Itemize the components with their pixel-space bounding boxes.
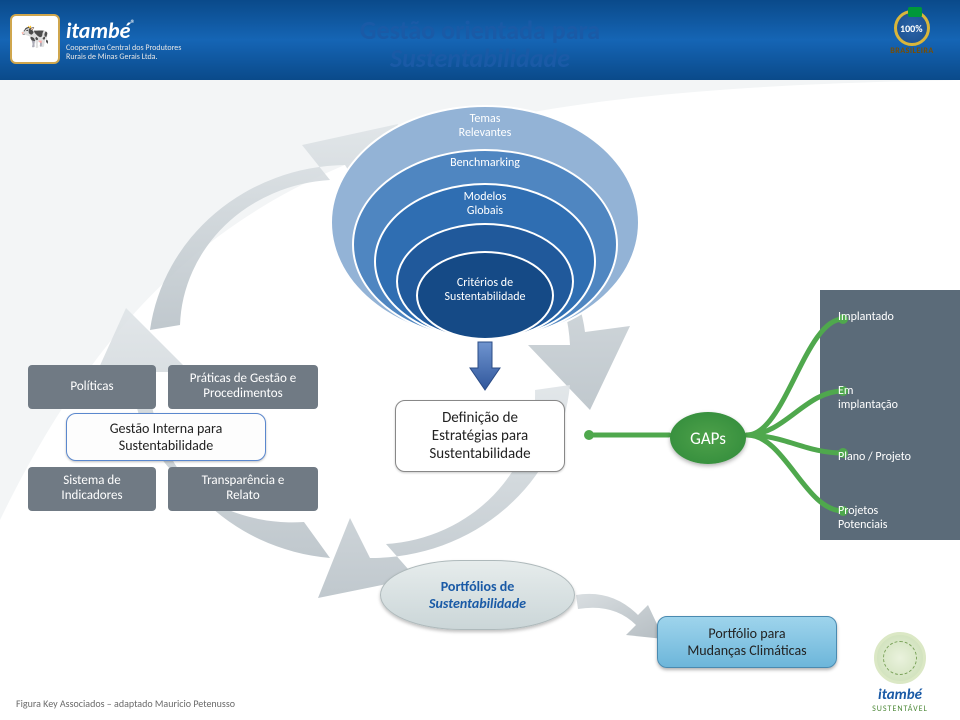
oval-2-label: Benchmarking [450,157,520,171]
footer-brand-sub: SUSTENTÁVEL [850,704,950,714]
box-politicas: Políticas [28,365,156,409]
left-boxes-group: Políticas Práticas de Gestão eProcedimen… [28,365,318,520]
brand-name: itambé [66,17,130,44]
rosette-label: BRASILEIRA [872,46,952,56]
oval-1-label: TemasRelevantes [459,113,512,141]
sustainability-badge-icon [874,632,926,684]
box-definicao: Definição deEstratégias paraSustentabili… [395,400,565,472]
status-implantado: Implantado [838,311,894,325]
cow-icon [10,14,60,64]
box-transparencia: Transparência eRelato [168,467,318,511]
brand-tagline-2: Rurais de Minas Gerais Ltda. [66,53,181,62]
portfolio-cloud-l2: Sustentabilidade [429,595,526,612]
slide: itambé® Cooperativa Central dos Produtor… [0,0,960,720]
oval-3-label: ModelosGlobais [464,191,507,219]
arrow-down-icon [468,340,502,392]
status-plano: Plano / Projeto [838,451,911,465]
registered-mark: ® [130,17,135,30]
footer-brand-name: itambé [850,686,950,704]
logo-primary: itambé® Cooperativa Central dos Produtor… [10,4,240,74]
flag-icon [908,7,922,17]
box-gestao-interna: Gestão Interna paraSustentabilidade [66,413,266,461]
logo-secondary: itambé SUSTENTÁVEL [850,632,950,712]
portfolio-box: Portfólio paraMudanças Climáticas [657,616,837,668]
portfolio-cloud-l1: Portfólios de [441,578,515,595]
oval-5-label: Critérios deSustentabilidade [445,277,526,305]
box-sistema: Sistema deIndicadores [28,467,156,511]
green-connectors [575,295,955,555]
status-projetos: ProjetosPotenciais [838,505,887,533]
oval-5: Critérios deSustentabilidade [416,251,554,340]
status-em-implantacao: Emimplantação [838,385,898,413]
gaps-node: GAPs [670,412,746,464]
portfolio-cloud: Portfólios deSustentabilidade [380,560,575,630]
rosette-badge: BRASILEIRA [872,10,952,65]
header-bar: itambé® Cooperativa Central dos Produtor… [0,0,960,80]
figure-caption: Figura Key Associados – adaptado Maurici… [16,697,235,710]
box-praticas: Práticas de Gestão eProcedimentos [168,365,318,409]
rosette-icon [894,10,930,46]
